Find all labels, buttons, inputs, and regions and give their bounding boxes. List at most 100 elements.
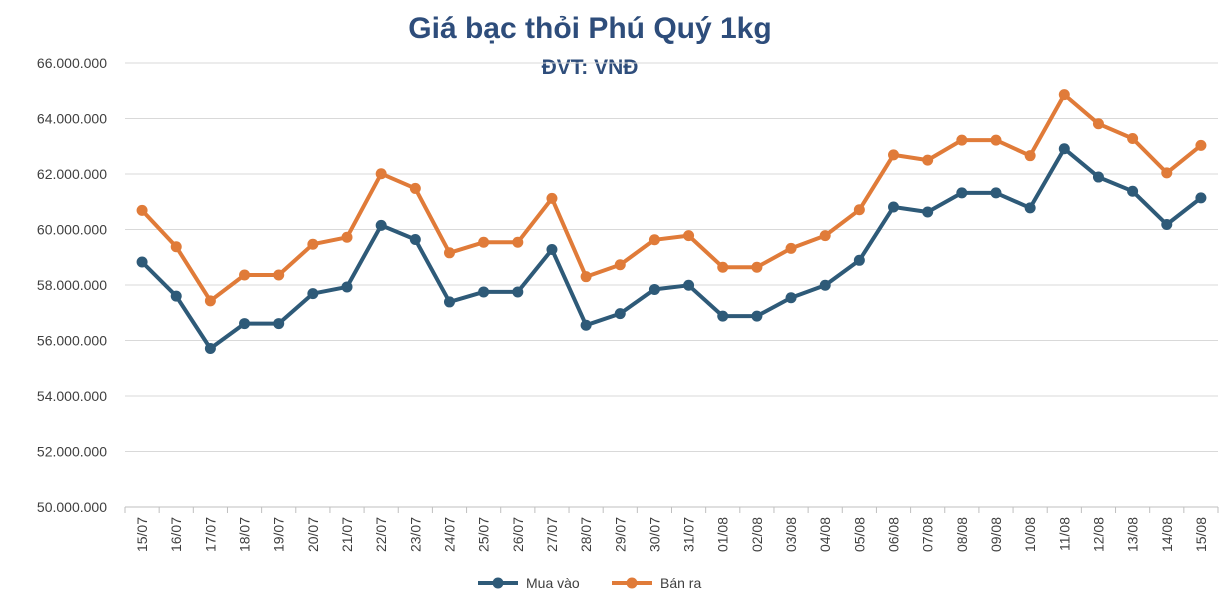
y-tick-label: 66.000.000 (37, 55, 107, 71)
x-tick-label: 04/08 (817, 517, 833, 552)
x-tick-label: 15/07 (134, 517, 150, 552)
x-tick-label: 16/07 (168, 517, 184, 552)
data-point-0 (136, 256, 148, 268)
y-tick-label: 62.000.000 (37, 166, 107, 182)
x-tick-label: 03/08 (783, 517, 799, 552)
data-point-0 (683, 279, 695, 291)
data-point-0 (853, 254, 865, 266)
data-point-0 (546, 243, 558, 255)
legend-label: Bán ra (660, 575, 701, 591)
x-tick-label: 15/08 (1193, 517, 1209, 552)
data-point-1 (307, 238, 319, 250)
data-point-0 (1161, 219, 1173, 231)
y-tick-label: 58.000.000 (37, 277, 107, 293)
x-tick-label: 20/07 (305, 517, 321, 552)
data-point-1 (136, 204, 148, 216)
data-point-1 (170, 241, 182, 253)
data-point-0 (888, 201, 900, 213)
data-point-0 (717, 310, 729, 322)
x-tick-label: 07/08 (920, 517, 936, 552)
x-tick-label: 25/07 (476, 517, 492, 552)
data-point-0 (273, 318, 285, 330)
x-tick-label: 14/08 (1159, 517, 1175, 552)
data-point-1 (1161, 167, 1173, 179)
y-axis-tick-labels: 50.000.000 52.000.000 54.000.000 56.000.000… (37, 55, 107, 515)
x-tick-label: 01/08 (715, 517, 731, 552)
data-point-0 (956, 187, 968, 199)
x-tick-label: 02/08 (749, 517, 765, 552)
x-tick-label: 26/07 (510, 517, 526, 552)
y-tick-label: 64.000.000 (37, 111, 107, 127)
data-point-1 (1058, 89, 1070, 101)
chart-title: Giá bạc thỏi Phú Quý 1kg (408, 12, 771, 45)
data-point-1 (1092, 118, 1104, 130)
x-tick-label: 19/07 (271, 517, 287, 552)
data-point-0 (785, 292, 797, 304)
legend: Mua vào Bán ra (478, 575, 701, 591)
x-tick-label: 31/07 (681, 517, 697, 552)
data-point-0 (1127, 185, 1139, 197)
data-point-0 (1195, 192, 1207, 204)
x-tick-label: 06/08 (886, 517, 902, 552)
data-point-1 (853, 204, 865, 216)
x-tick-label: 30/07 (646, 517, 662, 552)
series-lines (140, 92, 1203, 351)
x-tick-label: 11/08 (1056, 517, 1072, 551)
data-point-1 (512, 236, 524, 248)
data-point-1 (1024, 150, 1036, 162)
data-point-0 (239, 318, 251, 330)
x-tick-label: 17/07 (202, 517, 218, 552)
data-point-1 (239, 269, 251, 281)
data-point-0 (922, 206, 934, 218)
data-point-1 (614, 259, 626, 271)
data-point-1 (580, 271, 592, 283)
data-point-1 (888, 149, 900, 161)
x-tick-label: 18/07 (237, 517, 253, 552)
data-point-0 (341, 281, 353, 293)
x-tick-label: 10/08 (1022, 517, 1038, 552)
data-point-1 (683, 230, 695, 242)
data-point-0 (443, 296, 455, 308)
x-tick-label: 21/07 (339, 517, 355, 552)
data-point-1 (204, 295, 216, 307)
x-tick-label: 22/07 (373, 517, 389, 552)
data-point-0 (512, 286, 524, 298)
data-point-0 (478, 286, 490, 298)
y-tick-label: 56.000.000 (37, 333, 107, 349)
data-point-1 (819, 230, 831, 242)
data-point-1 (443, 247, 455, 259)
series-line-0 (140, 146, 1203, 351)
data-point-0 (580, 319, 592, 331)
x-tick-label: 29/07 (612, 517, 628, 552)
x-axis-tick-labels: 15/07 16/07 17/07 18/07 19/07 20/07 21/07 22/07… (134, 517, 1209, 552)
data-point-1 (478, 236, 490, 248)
data-point-1 (1127, 132, 1139, 144)
data-point-0 (819, 279, 831, 291)
x-tick-label: 09/08 (988, 517, 1004, 552)
x-tick-label: 23/07 (407, 517, 423, 552)
legend-marker (492, 577, 504, 589)
data-point-1 (751, 261, 763, 273)
data-point-1 (990, 134, 1002, 146)
data-point-0 (409, 233, 421, 245)
data-point-0 (1092, 171, 1104, 183)
legend-marker (626, 577, 638, 589)
x-tick-label: 24/07 (441, 517, 457, 552)
y-tick-label: 50.000.000 (37, 499, 107, 515)
data-point-1 (341, 231, 353, 243)
data-point-1 (409, 182, 421, 194)
data-point-1 (717, 261, 729, 273)
data-point-1 (1195, 139, 1207, 151)
y-tick-label: 60.000.000 (37, 222, 107, 238)
chart-subtitle: ĐVT: VNĐ (542, 56, 639, 79)
data-point-0 (614, 308, 626, 320)
y-tick-label: 54.000.000 (37, 388, 107, 404)
data-point-0 (204, 343, 216, 355)
x-tick-label: 08/08 (954, 517, 970, 552)
data-point-0 (307, 288, 319, 300)
data-point-1 (956, 134, 968, 146)
legend-label: Mua vào (526, 575, 580, 591)
x-axis (124, 506, 1219, 513)
data-point-0 (1058, 143, 1070, 155)
series-points (136, 89, 1207, 355)
